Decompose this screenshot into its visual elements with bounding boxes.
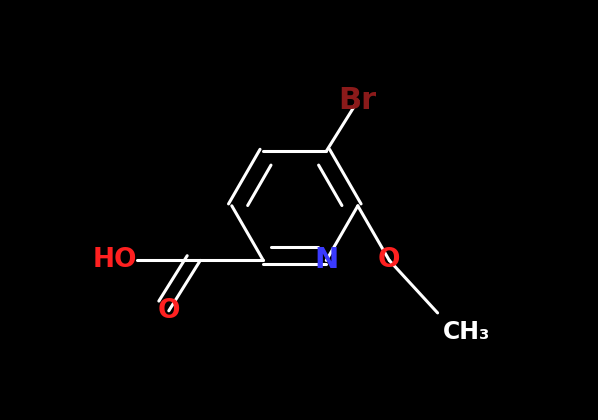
Text: Br: Br: [338, 86, 377, 116]
Text: O: O: [378, 247, 401, 273]
Text: HO: HO: [93, 247, 138, 273]
Text: N: N: [314, 247, 338, 274]
Text: CH₃: CH₃: [443, 320, 490, 344]
Text: O: O: [157, 298, 180, 324]
